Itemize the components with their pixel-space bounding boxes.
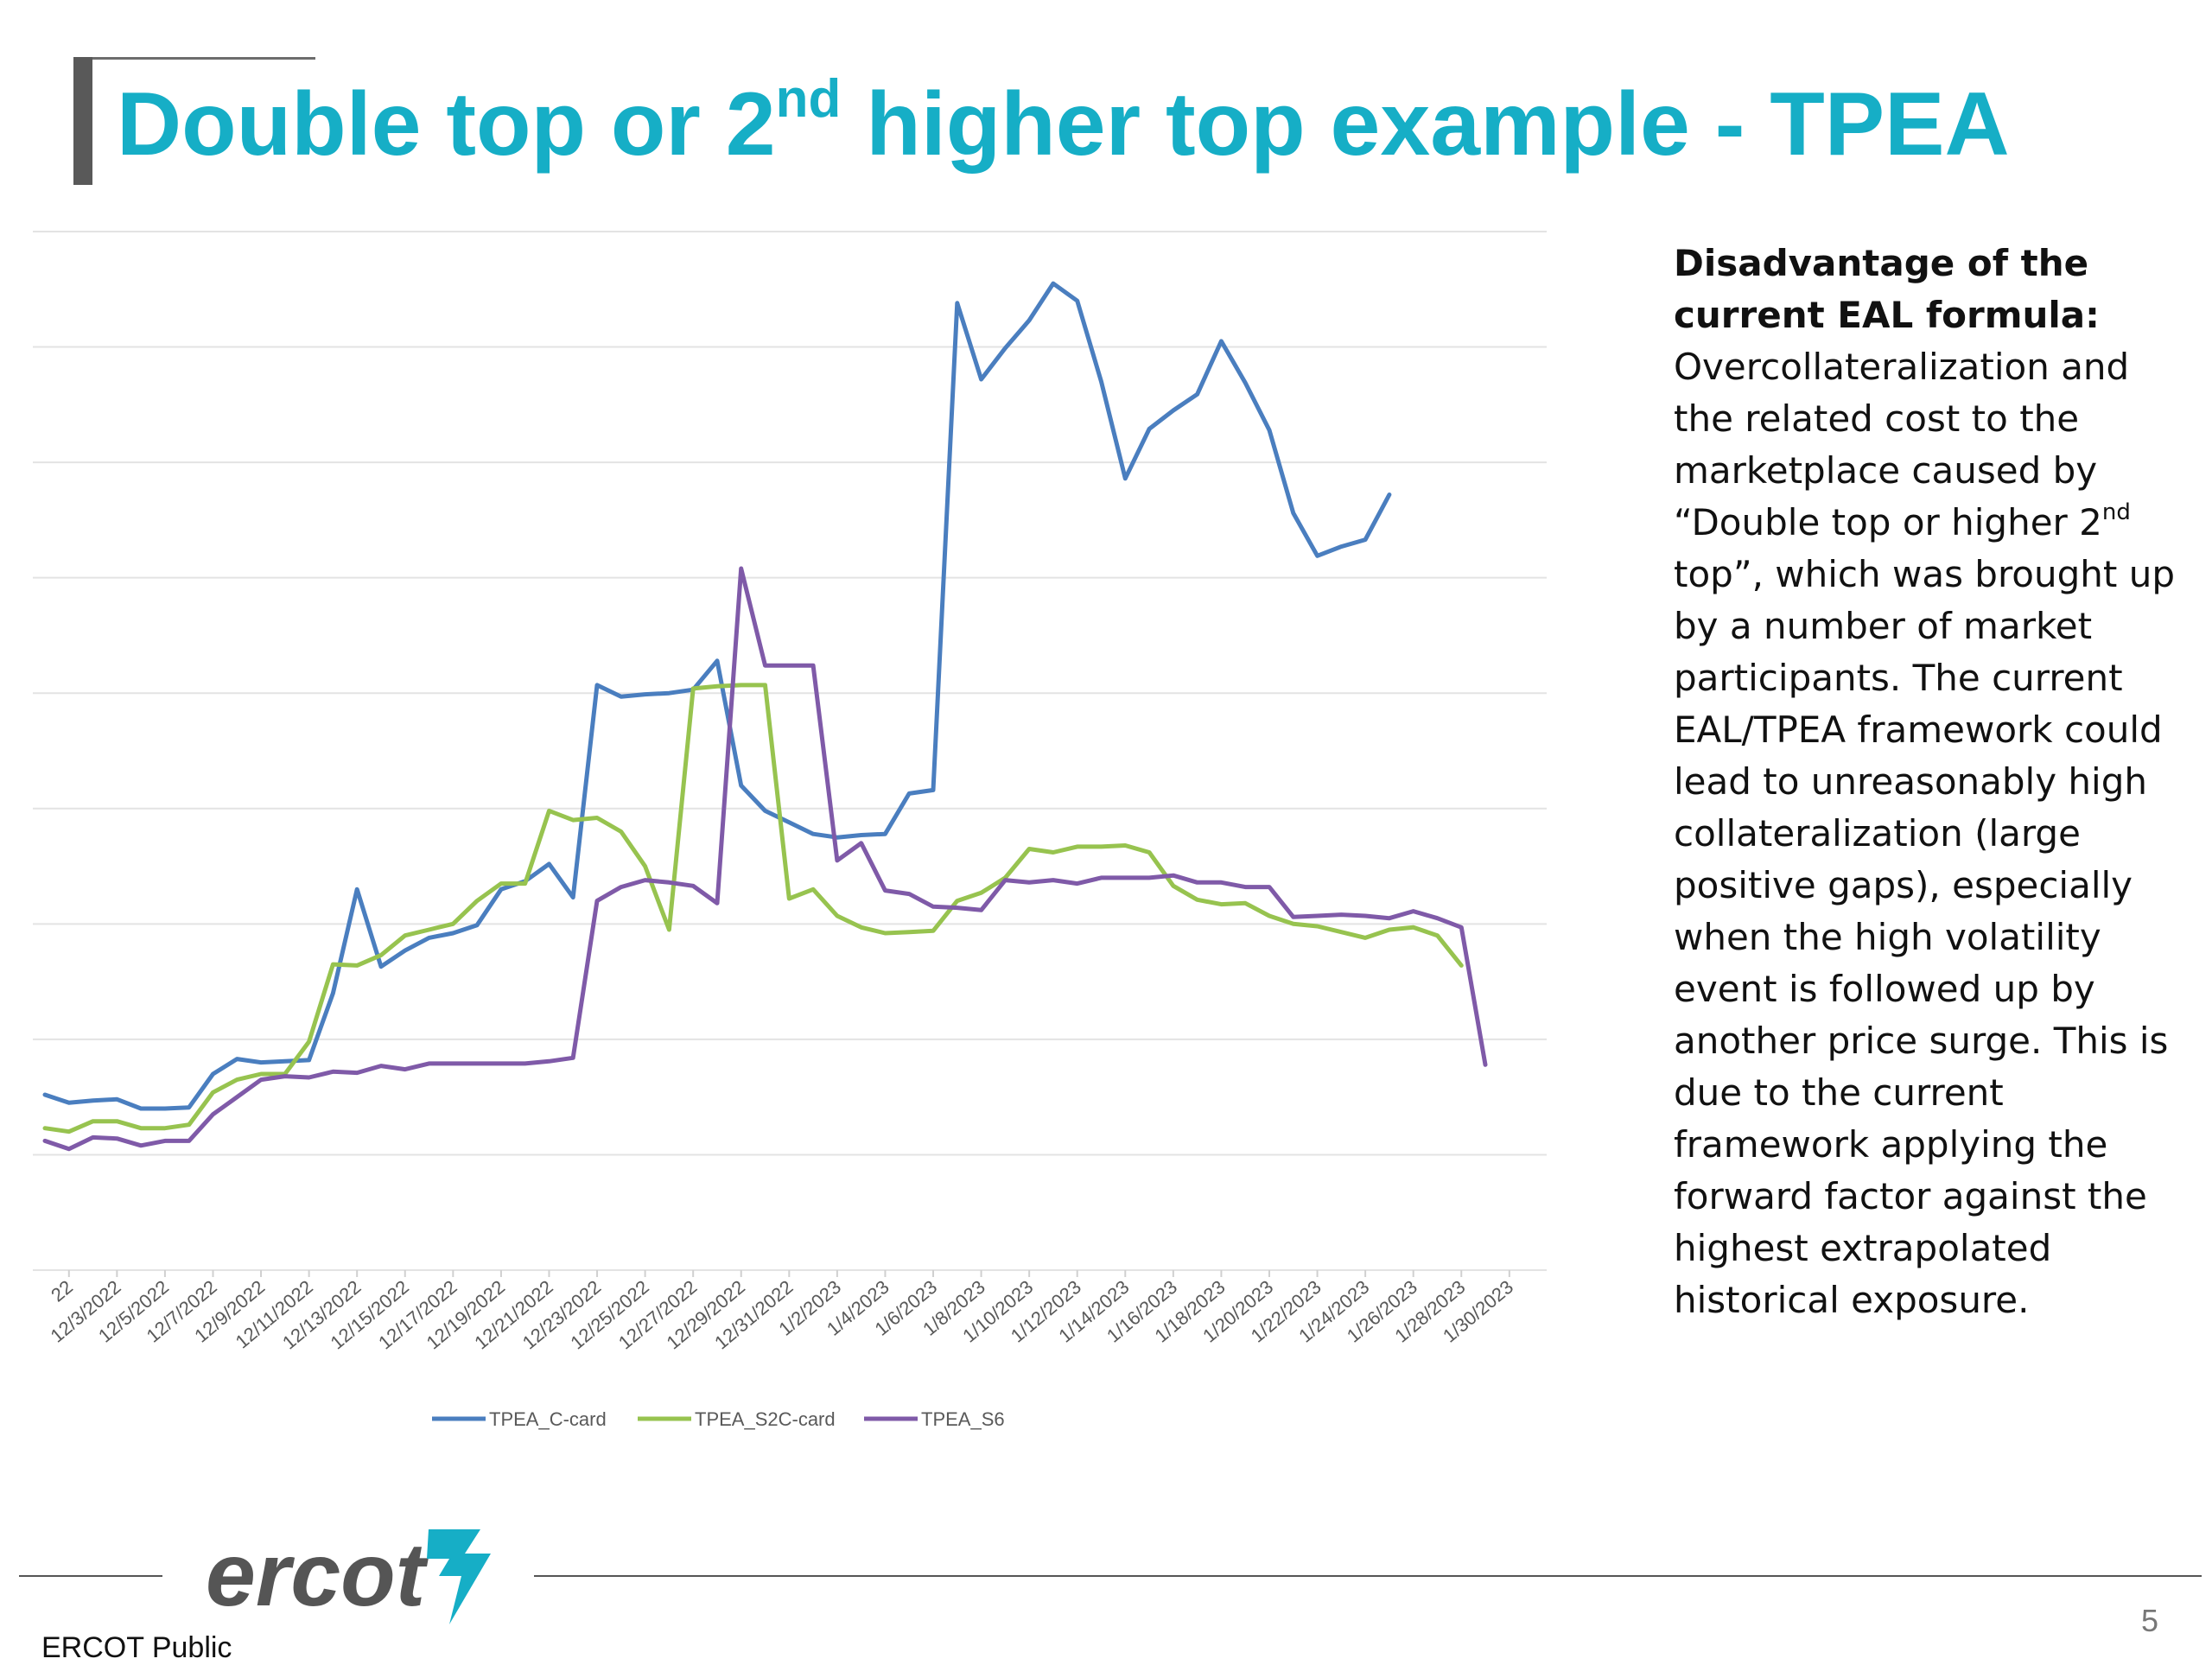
slide-title: Double top or 2nd higher top example - T… <box>117 71 2010 178</box>
legend-label: TPEA_C-card <box>489 1408 607 1430</box>
series-line-tpea-s2c-card <box>42 683 1464 1134</box>
tpea-line-chart: 2212/3/202212/5/202212/7/202212/9/202212… <box>33 231 1547 1430</box>
side-heading: Disadvantage of the current EAL formula: <box>1674 242 2100 336</box>
footer-classification: ERCOT Public <box>41 1631 232 1664</box>
side-body-superscript: nd <box>2101 499 2131 525</box>
slide-title-superscript: nd <box>775 69 842 129</box>
legend-label: TPEA_S6 <box>921 1408 1005 1430</box>
legend-label: TPEA_S2C-card <box>695 1408 836 1430</box>
side-explanation: Disadvantage of the current EAL formula:… <box>1674 238 2183 1326</box>
series-line-tpea-c-card <box>42 281 1392 1111</box>
footer-divider-right <box>534 1575 2202 1577</box>
x-tick-label: 22 <box>47 1276 77 1306</box>
page-number: 5 <box>2140 1603 2158 1638</box>
ercot-bolt-icon <box>427 1529 491 1624</box>
title-accent-line <box>73 57 315 60</box>
side-body-part1: Overcollateralization and the related co… <box>1674 346 2130 543</box>
series-line-tpea-s6 <box>42 566 1488 1152</box>
slide-title-part2: higher top example - TPEA <box>841 74 2010 175</box>
chart-gridlines <box>33 231 1547 1271</box>
footer-divider-left <box>19 1575 162 1577</box>
slide-title-part1: Double top or 2 <box>117 74 776 175</box>
ercot-logo: ercot <box>206 1525 491 1625</box>
ercot-logo-wordmark: ercot <box>206 1525 429 1625</box>
side-body-part2: top”, which was brought up by a number o… <box>1674 553 2176 1321</box>
x-axis-tick-labels: 2212/3/202212/5/202212/7/202212/9/202212… <box>47 1270 1517 1354</box>
chart-series <box>42 281 1488 1152</box>
title-accent-bar <box>73 57 92 185</box>
chart-legend: TPEA_C-card TPEA_S2C-card TPEA_S6 <box>432 1408 1005 1430</box>
